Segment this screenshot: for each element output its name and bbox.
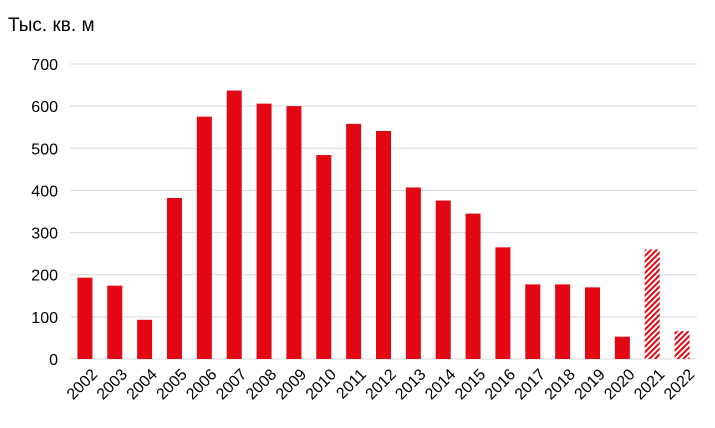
y-tick-label: 300 xyxy=(31,226,58,243)
x-tick-label: 2007 xyxy=(213,366,250,403)
x-tick-labels: 2002200320042005200620072008200920102011… xyxy=(64,366,698,403)
x-tick-label: 2022 xyxy=(661,366,698,403)
bar-2004 xyxy=(137,319,153,359)
bar-2002 xyxy=(77,277,93,359)
y-axis-unit-label: Тыс. кв. м xyxy=(8,15,95,36)
x-tick-label: 2012 xyxy=(362,366,399,403)
x-tick-label: 2020 xyxy=(601,366,638,403)
bar-2016 xyxy=(495,247,511,359)
bar-2019 xyxy=(585,287,600,359)
y-tick-label: 700 xyxy=(31,57,58,74)
bar-2006 xyxy=(196,116,212,359)
bar-2013 xyxy=(405,187,421,359)
bar-2010 xyxy=(316,155,332,359)
x-tick-label: 2003 xyxy=(94,366,131,403)
y-tick-label: 200 xyxy=(31,268,58,285)
bar-2005 xyxy=(167,198,182,359)
x-tick-label: 2016 xyxy=(482,366,519,403)
bar-2017 xyxy=(525,284,541,359)
x-tick-label: 2005 xyxy=(153,366,190,403)
y-tick-label: 600 xyxy=(31,99,58,116)
x-tick-label: 2015 xyxy=(452,366,489,403)
x-tick-label: 2014 xyxy=(422,366,459,403)
x-tick-label: 2006 xyxy=(183,366,220,403)
bar-2007 xyxy=(226,90,242,360)
x-tick-label: 2002 xyxy=(64,366,101,403)
bar-2011 xyxy=(346,123,362,359)
x-tick-label: 2011 xyxy=(333,366,369,402)
y-tick-label: 400 xyxy=(31,183,58,200)
y-tick-label: 0 xyxy=(49,352,58,369)
y-tick-labels: 0 100 200 300 400 500 600 700 xyxy=(31,57,58,369)
x-tick-label: 2010 xyxy=(303,366,340,403)
y-tick-label: 100 xyxy=(31,310,58,327)
bar-2014 xyxy=(435,200,451,359)
x-tick-label: 2018 xyxy=(542,366,579,403)
bar-2020 xyxy=(614,336,630,359)
x-tick-label: 2013 xyxy=(392,366,429,403)
bar-2003 xyxy=(107,285,123,359)
bars xyxy=(77,90,690,360)
bar-2015 xyxy=(465,213,481,359)
x-tick-label: 2017 xyxy=(512,366,549,403)
bar-2009 xyxy=(286,106,302,360)
bar-2022 xyxy=(674,331,690,359)
bar-2012 xyxy=(376,131,391,359)
x-tick-label: 2004 xyxy=(124,366,161,403)
bar-2018 xyxy=(555,284,571,359)
bar-2008 xyxy=(256,103,272,359)
bar-2021 xyxy=(644,249,660,359)
x-tick-label: 2009 xyxy=(273,366,310,403)
y-tick-label: 500 xyxy=(31,141,58,158)
x-tick-label: 2021 xyxy=(631,366,668,403)
x-tick-label: 2008 xyxy=(243,366,280,403)
x-tick-label: 2019 xyxy=(571,366,608,403)
